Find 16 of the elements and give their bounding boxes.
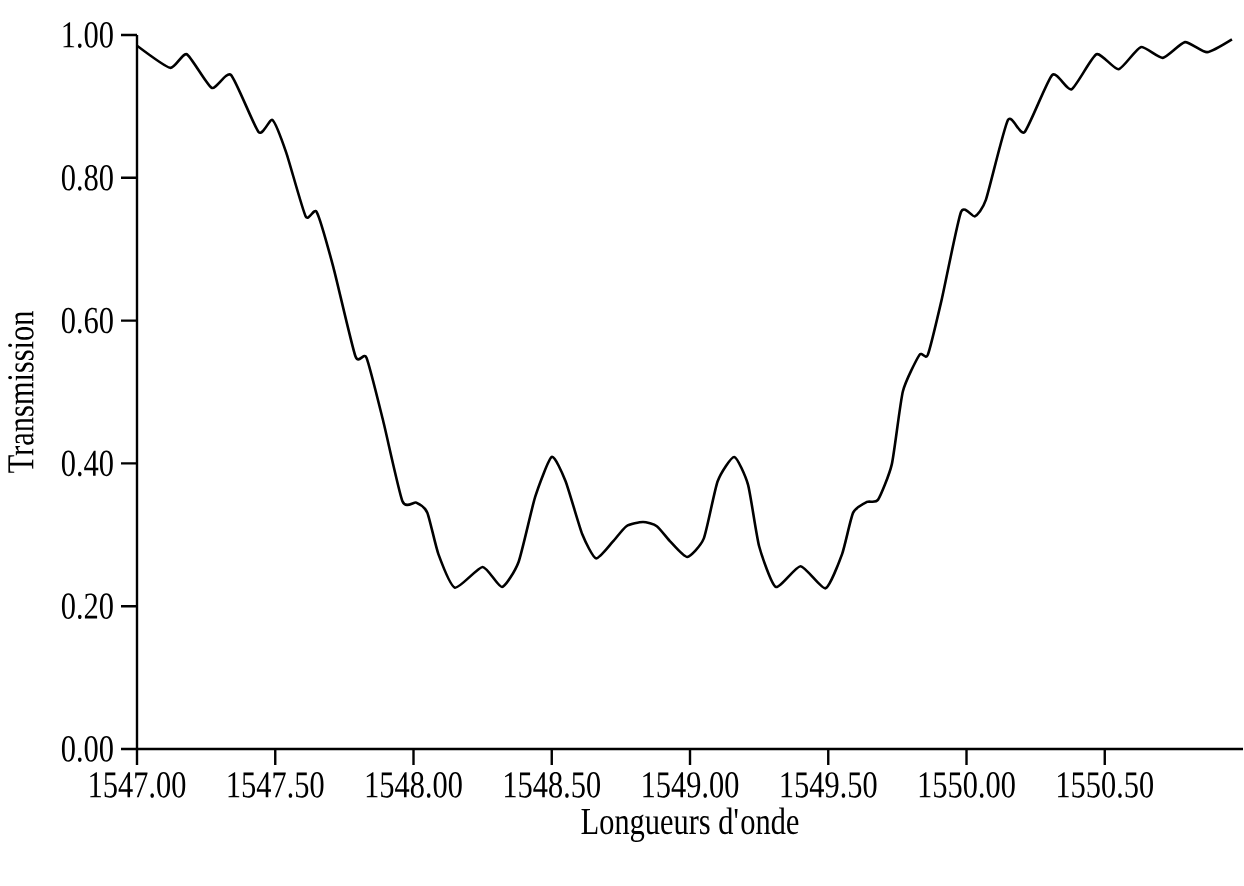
x-tick-label: 1550.50 — [1058, 772, 1153, 798]
x-tick-label: 1549.50 — [781, 772, 877, 798]
y-axis-title: Transmission — [8, 311, 34, 473]
x-tick-label: 1548.00 — [366, 772, 462, 798]
x-axis-title: Longueurs d'onde — [581, 807, 799, 843]
x-tick-label: 1548.50 — [505, 772, 600, 798]
x-tick-label: 1549.00 — [643, 772, 739, 798]
y-tick-label: 0.60 — [61, 307, 113, 334]
y-tick-label: 0.20 — [61, 593, 113, 620]
x-tick-label: 1547.50 — [228, 772, 324, 798]
y-tick-label: 1.00 — [63, 22, 113, 48]
y-tick-label: 0.40 — [61, 450, 113, 477]
x-tick-label: 1550.00 — [919, 772, 1015, 798]
y-tick-label: 0.80 — [61, 164, 113, 191]
x-tick-label: 1547.00 — [90, 772, 186, 798]
y-tick-label: 0.00 — [61, 736, 113, 762]
